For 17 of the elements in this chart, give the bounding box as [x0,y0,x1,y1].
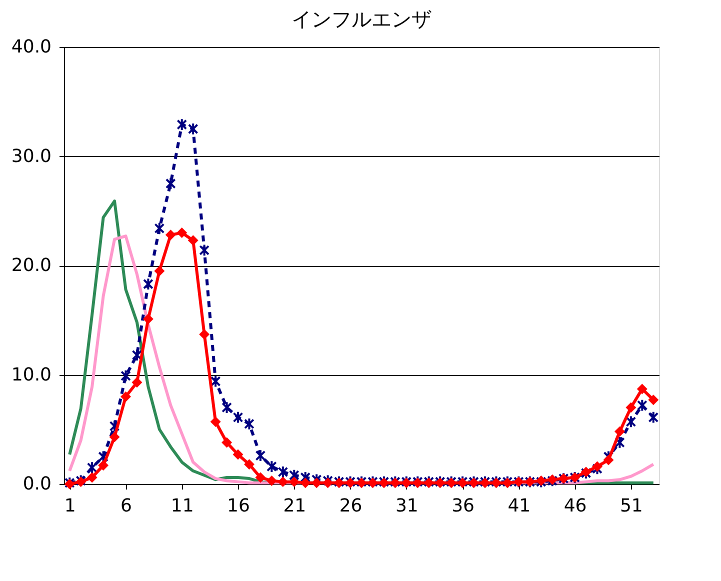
x-tick-label: 26 [339,496,362,516]
y-tick-label: 40.0 [11,36,52,58]
x-tick-label: 16 [227,496,250,516]
y-tick-label: 20.0 [11,255,52,276]
x-tick-label: 46 [564,496,587,516]
x-tick-label: 36 [452,496,474,516]
chart-title: インフルエンザ [292,7,432,31]
x-tick-label: 51 [620,496,643,516]
x-tick-label: 31 [395,496,418,516]
x-tick-label: 1 [64,496,76,516]
x-tick-label: 11 [170,496,194,516]
x-tick-label: 41 [508,496,531,516]
y-tick-label: 30.0 [11,146,52,167]
y-tick-label: 10.0 [11,364,52,386]
x-tick-label: 21 [283,496,306,516]
y-tick-label: 0.0 [22,474,52,494]
x-tick-label: 6 [120,496,132,516]
